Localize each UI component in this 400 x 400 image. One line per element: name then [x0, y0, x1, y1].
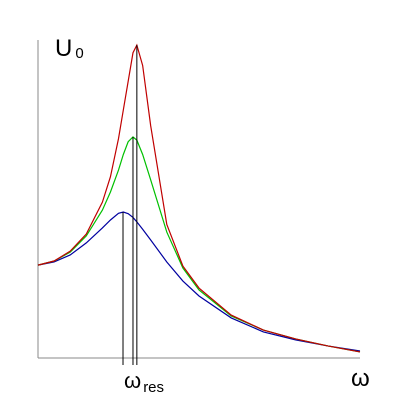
curve — [37, 43, 361, 353]
curve — [37, 136, 361, 353]
annotation: ω res — [124, 368, 164, 396]
x-axis-label: ω — [351, 365, 370, 392]
y-label-subscript: 0 — [75, 45, 83, 62]
annotation-subscript: res — [143, 379, 164, 396]
annotation-main: ω — [124, 368, 141, 393]
y-label-main: U — [55, 35, 72, 62]
